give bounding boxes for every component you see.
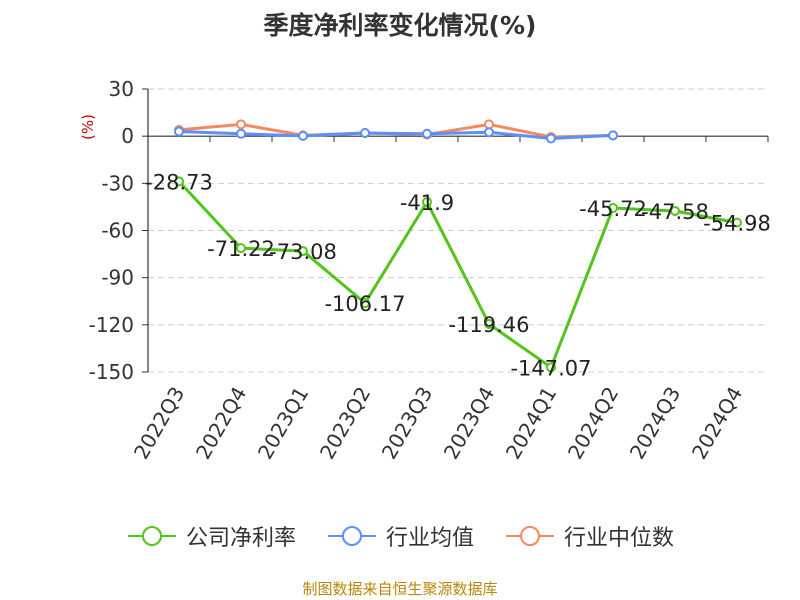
legend-marker-icon (327, 526, 376, 546)
data-point (360, 128, 370, 139)
y-tick-label: -30 (101, 171, 134, 195)
data-point (236, 119, 246, 130)
y-tick-label: -60 (101, 219, 134, 243)
legend-label: 行业均值 (385, 526, 474, 551)
data-label: -73.08 (269, 240, 337, 264)
legend-marker-icon (127, 526, 176, 546)
data-point (236, 243, 246, 254)
legend-marker-icon (506, 526, 554, 546)
legend: 公司净利率 行业均值 行业中位数 (0, 520, 800, 552)
y-tick-label: -90 (101, 266, 134, 290)
legend-label: 行业中位数 (564, 526, 675, 551)
x-tick-label: 2023Q2 (315, 383, 375, 464)
source-note: 制图数据来自恒生聚源数据库 (302, 580, 498, 598)
data-point (546, 133, 556, 144)
data-label: -71.22 (207, 237, 275, 261)
data-point (236, 128, 246, 139)
x-tick-label: 2023Q3 (377, 383, 437, 464)
x-tick-label: 2024Q4 (687, 383, 747, 464)
x-tick-label: 2023Q1 (253, 383, 313, 464)
chart-title: 季度净利率变化情况(%) (263, 11, 537, 40)
data-point (484, 318, 494, 329)
data-label: -45.72 (579, 197, 647, 221)
data-point (732, 217, 742, 228)
data-label: -28.73 (145, 170, 213, 194)
data-point (670, 205, 680, 216)
x-tick-label: 2022Q3 (129, 383, 189, 464)
data-label: -47.58 (641, 200, 709, 224)
series-line (178, 129, 614, 141)
data-point (484, 119, 494, 130)
x-tick-label: 2024Q3 (625, 383, 685, 464)
data-point (298, 130, 308, 141)
series-layer (174, 119, 742, 373)
y-tick-label: 30 (109, 77, 134, 101)
legend-item: 行业中位数 (504, 520, 674, 552)
data-label: -41.9 (400, 191, 454, 215)
data-point (174, 176, 184, 187)
legend-item: 行业均值 (326, 520, 474, 552)
x-tick-label: 2024Q1 (501, 383, 561, 464)
x-tick-label: 2023Q4 (439, 383, 499, 464)
legend-item: 公司净利率 (126, 520, 296, 552)
data-point (298, 246, 308, 257)
series-line (177, 180, 738, 369)
data-point (546, 362, 556, 373)
data-label-layer: -28.73 -71.22-73.08 -106.17 -41.9 -119.46 -14… (145, 170, 771, 380)
data-label: -54.98 (703, 212, 771, 236)
data-point (484, 127, 494, 138)
data-label: -119.46 (448, 313, 529, 337)
data-point (608, 130, 618, 141)
data-label: -106.17 (324, 292, 405, 316)
y-tick-label: -120 (89, 313, 134, 337)
data-point (422, 128, 432, 139)
y-tick-label: -150 (89, 360, 134, 384)
y-axis-label: (%) (79, 114, 97, 140)
data-point (174, 126, 184, 137)
grid-layer (148, 88, 768, 373)
data-point (360, 298, 370, 309)
data-label: -147.07 (510, 356, 591, 380)
legend-label: 公司净利率 (185, 526, 296, 551)
data-point (608, 203, 618, 214)
x-tick-label: 2024Q2 (563, 383, 623, 464)
x-tick-label: 2022Q4 (191, 383, 251, 464)
data-point (422, 197, 432, 208)
y-tick-label: 0 (121, 124, 134, 148)
